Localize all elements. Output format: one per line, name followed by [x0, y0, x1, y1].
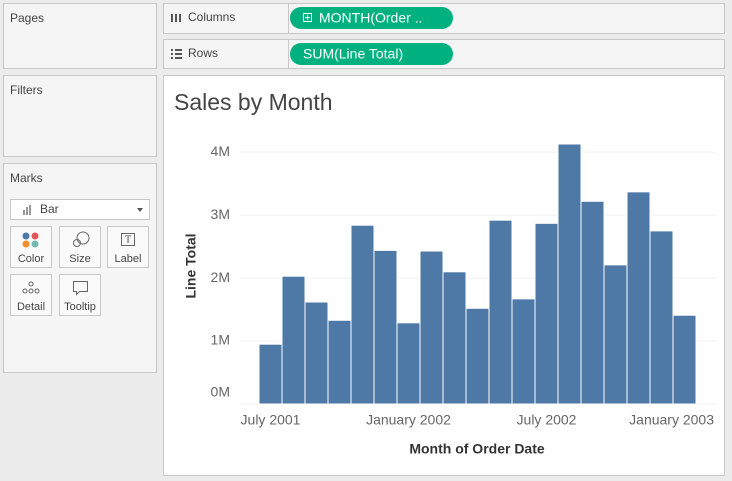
x-axis-title: Month of Order Date	[409, 441, 545, 457]
bar	[511, 298, 536, 405]
button-label: Size	[69, 253, 90, 265]
button-label: Color	[18, 253, 45, 265]
color-button[interactable]: Color	[10, 226, 52, 268]
chart-title: Sales by Month	[174, 89, 333, 115]
bar	[304, 301, 329, 405]
dropdown-arrow	[137, 208, 143, 212]
mark-type-dropdown[interactable]	[10, 199, 150, 220]
bar	[327, 319, 352, 405]
y-tick-label: 1M	[211, 332, 230, 348]
expand-icon	[303, 13, 312, 22]
rows-icon	[171, 49, 182, 59]
expand-plus	[305, 15, 310, 20]
pages-card	[3, 3, 157, 69]
columns-icon	[171, 14, 181, 22]
rows-pill[interactable]	[290, 43, 453, 65]
bar	[488, 219, 513, 405]
filters-title: Filters	[10, 83, 43, 97]
filters-card	[3, 75, 157, 157]
bar	[626, 191, 651, 405]
columns-label: Columns	[188, 10, 235, 24]
bar	[442, 271, 467, 405]
y-tick-label: 2M	[211, 269, 230, 285]
bar-icon	[23, 205, 31, 215]
bar	[465, 307, 490, 405]
bar	[534, 222, 559, 405]
columns-pill[interactable]	[290, 7, 453, 29]
bar	[419, 250, 444, 405]
columns-pill-text: MONTH(Order ..	[319, 10, 422, 26]
bar	[580, 200, 605, 405]
bar	[557, 143, 582, 405]
pages-title: Pages	[10, 11, 44, 25]
bar	[373, 249, 398, 405]
y-tick-label: 4M	[211, 143, 230, 159]
x-tick-label: January 2003	[629, 412, 714, 428]
svg-text:T: T	[125, 234, 131, 245]
x-tick-label: July 2002	[517, 412, 577, 428]
rows-pill-text: SUM(Line Total)	[303, 46, 403, 62]
bar	[672, 314, 697, 405]
label-button[interactable]: T Label	[107, 226, 149, 268]
mark-type: Bar	[40, 202, 59, 216]
size-button[interactable]: Size	[59, 226, 101, 268]
rows-label: Rows	[188, 46, 218, 60]
marks-title: Marks	[10, 171, 43, 185]
bar	[350, 224, 375, 405]
bar	[258, 343, 283, 405]
y-tick-label: 3M	[211, 206, 230, 222]
button-label: Tooltip	[64, 301, 96, 313]
y-axis-title: Line Total	[183, 233, 199, 298]
y-tick-label: 0M	[211, 384, 230, 400]
bar	[649, 230, 674, 405]
x-tick-label: July 2001	[241, 412, 301, 428]
detail-button[interactable]: Detail	[10, 274, 52, 316]
button-label: Detail	[17, 301, 45, 313]
tooltip-button[interactable]: Tooltip	[59, 274, 101, 316]
x-tick-label: January 2002	[366, 412, 451, 428]
button-label: Label	[115, 253, 142, 265]
bar	[281, 275, 306, 405]
bar	[603, 264, 628, 405]
bar	[396, 322, 421, 405]
